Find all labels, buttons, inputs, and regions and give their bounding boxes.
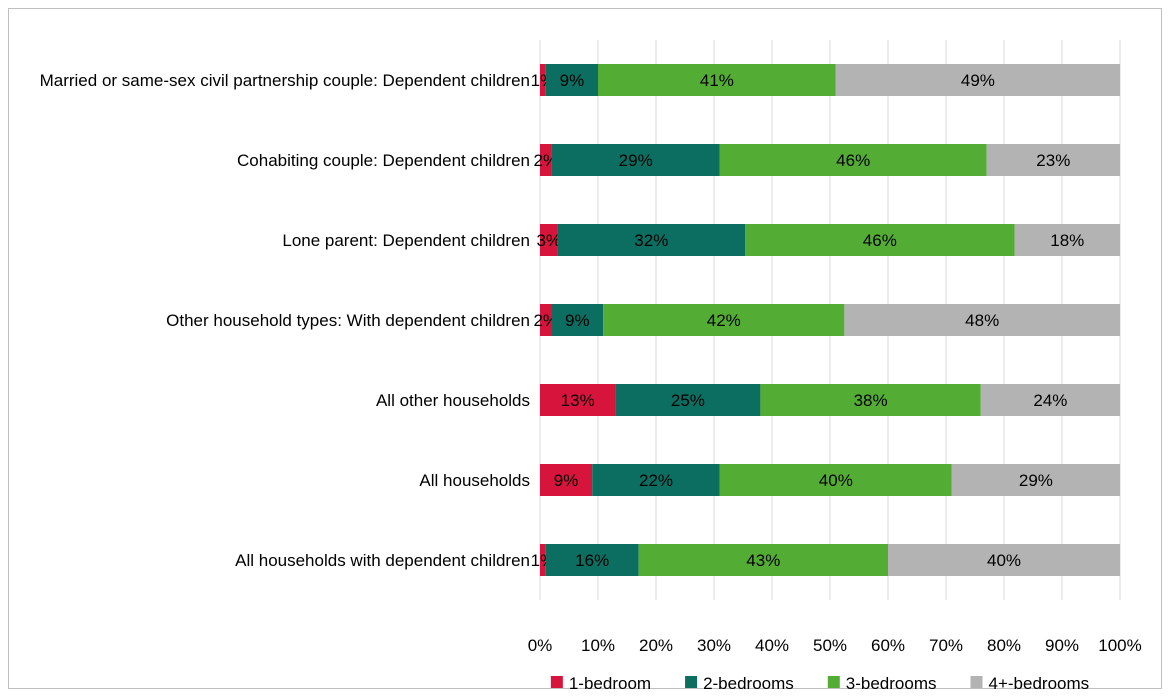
legend-swatch [970, 676, 983, 688]
x-tick-label: 90% [1045, 636, 1079, 655]
x-tick-label: 30% [697, 636, 731, 655]
data-label: 41% [700, 71, 734, 90]
bar-segment-2-bedrooms [545, 64, 598, 96]
legend-label: 3-bedrooms [846, 674, 937, 693]
bar-segment-3-bedrooms [745, 224, 1015, 256]
bar-segment-3-bedrooms [598, 64, 836, 96]
bar-segment-4+-bedrooms [980, 384, 1120, 416]
category-labels: Married or same-sex civil partnership co… [40, 71, 530, 570]
bar-segment-1-bedroom [540, 304, 552, 336]
data-label: 42% [707, 311, 741, 330]
legend-label: 2-bedrooms [703, 674, 794, 693]
bar-segment-1-bedroom [540, 464, 593, 496]
bar-segment-4+-bedrooms [835, 64, 1120, 96]
bar-segment-4+-bedrooms [844, 304, 1120, 336]
category-label: All other households [376, 391, 530, 410]
legend: 1-bedroom 2-bedrooms 3-bedrooms 4+-bedrooms [550, 674, 1090, 693]
bar-segment-3-bedrooms [760, 384, 981, 416]
data-label: 9% [565, 311, 590, 330]
bar-series: 1% 9% 41% 49%2% 29% 46% 23%3% 32% 46% 18%2% 9% 42% 4… [531, 64, 1120, 576]
bar-segment-3-bedrooms [638, 544, 888, 576]
bar-segment-2-bedrooms [545, 544, 639, 576]
data-label: 3% [536, 231, 561, 250]
data-label: 29% [619, 151, 653, 170]
x-tick-label: 40% [755, 636, 789, 655]
bar-segment-1-bedroom [540, 64, 546, 96]
x-tick-label: 10% [581, 636, 615, 655]
bar-segment-3-bedrooms [719, 464, 952, 496]
data-label: 9% [554, 471, 579, 490]
data-label: 38% [854, 391, 888, 410]
bar-segment-3-bedrooms [719, 144, 987, 176]
category-label: Other household types: With dependent ch… [166, 311, 530, 330]
bar-segment-3-bedrooms [603, 304, 845, 336]
bar-segment-2-bedrooms [551, 144, 720, 176]
bar-segment-2-bedrooms [615, 384, 761, 416]
data-label: 48% [965, 311, 999, 330]
category-label: Lone parent: Dependent children [282, 231, 530, 250]
bar-segment-4+-bedrooms [888, 544, 1120, 576]
data-label: 22% [639, 471, 673, 490]
x-tick-label: 80% [987, 636, 1021, 655]
category-label: All households [419, 471, 530, 490]
data-label: 40% [987, 551, 1021, 570]
x-axis-ticks: 0% 10% 20% 30% 40% 50% 60% 70% 80% 90% 100% [528, 636, 1142, 655]
bar-segment-1-bedroom [540, 544, 546, 576]
bar-segment-2-bedrooms [557, 224, 746, 256]
bar-segment-4+-bedrooms [986, 144, 1120, 176]
bar-segment-4+-bedrooms [951, 464, 1120, 496]
legend-label: 4+-bedrooms [989, 674, 1090, 693]
legend-swatch [550, 676, 563, 688]
legend-swatch [685, 676, 698, 688]
bar-segment-1-bedroom [540, 384, 616, 416]
data-label: 9% [560, 71, 585, 90]
x-tick-label: 70% [929, 636, 963, 655]
bar-segment-2-bedrooms [551, 304, 604, 336]
data-label: 32% [634, 231, 668, 250]
x-tick-label: 20% [639, 636, 673, 655]
x-tick-label: 50% [813, 636, 847, 655]
data-label: 40% [819, 471, 853, 490]
bar-segment-4+-bedrooms [1014, 224, 1120, 256]
category-label: All households with dependent children [235, 551, 530, 570]
data-label: 43% [746, 551, 780, 570]
bar-segment-1-bedroom [540, 144, 552, 176]
figure-title-strip [0, 0, 1170, 6]
legend-swatch [827, 676, 840, 688]
legend-label: 1-bedroom [569, 674, 651, 693]
data-label: 49% [961, 71, 995, 90]
data-label: 23% [1036, 151, 1070, 170]
bar-segment-2-bedrooms [592, 464, 720, 496]
data-label: 16% [575, 551, 609, 570]
data-label: 25% [671, 391, 705, 410]
data-label: 46% [836, 151, 870, 170]
data-label: 13% [561, 391, 595, 410]
x-tick-label: 0% [528, 636, 553, 655]
category-label: Married or same-sex civil partnership co… [40, 71, 530, 90]
data-label: 29% [1019, 471, 1053, 490]
category-label: Cohabiting couple: Dependent children [237, 151, 530, 170]
bar-segment-1-bedroom [540, 224, 558, 256]
x-tick-label: 100% [1098, 636, 1141, 655]
x-tick-label: 60% [871, 636, 905, 655]
figure-title-strip-svg [0, 0, 1170, 6]
data-label: 18% [1050, 231, 1084, 250]
data-label: 24% [1033, 391, 1067, 410]
data-label: 46% [863, 231, 897, 250]
